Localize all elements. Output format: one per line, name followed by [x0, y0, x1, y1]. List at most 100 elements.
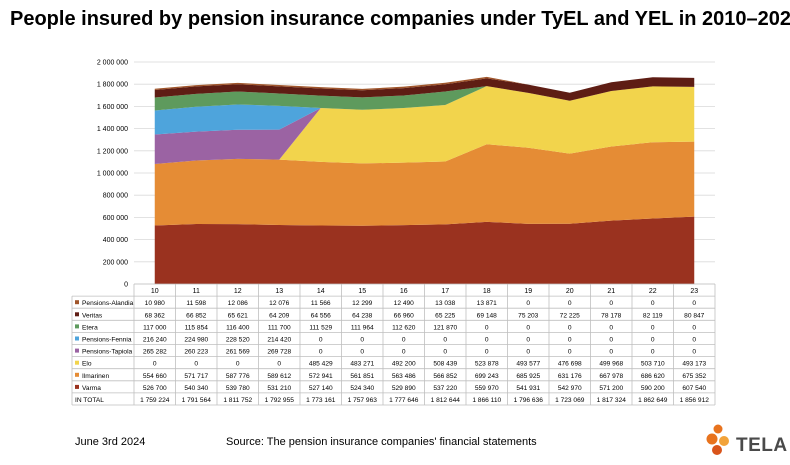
- data-label: 214 420: [267, 337, 291, 344]
- data-label: 66 852: [186, 312, 207, 319]
- tela-logo: TELA: [706, 422, 787, 458]
- y-tick-label: 1 200 000: [97, 148, 128, 155]
- data-label: 0: [277, 361, 281, 368]
- data-label: 492 200: [392, 361, 416, 368]
- data-label: 64 556: [311, 312, 332, 319]
- data-label: 111 700: [268, 324, 291, 331]
- data-label: 0: [153, 361, 157, 368]
- y-tick-label: 1 400 000: [97, 126, 128, 133]
- data-label: 561 851: [350, 373, 374, 380]
- data-label: 0: [319, 349, 323, 356]
- x-tick-label: 11: [193, 288, 200, 295]
- data-label: 0: [402, 337, 406, 344]
- data-label: 64 238: [352, 312, 373, 319]
- data-label: 0: [609, 349, 613, 356]
- data-label: 224 980: [184, 337, 208, 344]
- data-label: 590 200: [641, 385, 665, 392]
- data-label: 542 970: [558, 385, 582, 392]
- data-label: 0: [651, 337, 655, 344]
- data-label: 260 223: [184, 349, 208, 356]
- data-label: 566 852: [433, 373, 457, 380]
- x-tick-label: 10: [151, 288, 159, 295]
- data-label: 0: [402, 349, 406, 356]
- total-value: 1 773 161: [306, 397, 336, 404]
- y-tick-label: 1 600 000: [97, 104, 128, 111]
- data-label: 523 878: [475, 361, 499, 368]
- chart-title: People insured by pension insurance comp…: [10, 8, 790, 30]
- data-label: 0: [485, 337, 489, 344]
- data-label: 269 728: [267, 349, 291, 356]
- total-value: 1 866 110: [472, 397, 501, 404]
- data-label: 11 566: [311, 300, 331, 307]
- data-label: 0: [568, 324, 572, 331]
- data-label: 667 978: [599, 373, 623, 380]
- y-tick-label: 1 800 000: [97, 82, 128, 89]
- area-ilmarinen: [154, 141, 695, 226]
- x-tick-label: 16: [400, 288, 408, 295]
- data-label: 531 210: [267, 385, 291, 392]
- data-label: 261 569: [226, 349, 250, 356]
- data-label: 0: [692, 324, 696, 331]
- total-value: 1 817 324: [597, 397, 627, 404]
- area-pensions-fennia: [154, 86, 695, 135]
- data-label: 0: [692, 337, 696, 344]
- legend-label: Elo: [82, 361, 92, 368]
- data-label: 0: [568, 337, 572, 344]
- data-label: 0: [485, 349, 489, 356]
- y-tick-label: 800 000: [103, 193, 128, 200]
- data-label: 589 612: [267, 373, 291, 380]
- legend-label: Pensions-Fennia: [82, 337, 132, 344]
- x-tick-label: 19: [524, 288, 532, 295]
- data-label: 524 340: [350, 385, 374, 392]
- data-label: 0: [526, 349, 530, 356]
- area-varma: [154, 216, 695, 284]
- legend-swatch: [75, 348, 79, 353]
- data-label: 12 076: [269, 300, 290, 307]
- data-label: 111 964: [351, 324, 374, 331]
- legend-swatch: [75, 336, 79, 341]
- data-label: 111 529: [309, 324, 332, 331]
- data-label: 0: [360, 337, 364, 344]
- y-tick-label: 600 000: [103, 215, 128, 222]
- total-value: 1 812 644: [431, 397, 461, 404]
- data-label: 0: [443, 337, 447, 344]
- data-label: 0: [692, 349, 696, 356]
- y-tick-label: 0: [124, 282, 128, 289]
- x-tick-label: 20: [566, 288, 574, 295]
- data-label: 686 620: [641, 373, 665, 380]
- data-label: 571 200: [599, 385, 623, 392]
- data-label: 117 000: [143, 324, 167, 331]
- x-tick-label: 14: [317, 288, 325, 295]
- area-veritas: [154, 77, 695, 101]
- data-label: 0: [443, 349, 447, 356]
- footer-date: June 3rd 2024: [75, 436, 146, 448]
- footer-source: Source: The pension insurance companies'…: [226, 436, 537, 448]
- data-label: 216 240: [143, 337, 167, 344]
- total-value: 1 811 752: [223, 397, 252, 404]
- data-label: 0: [651, 300, 655, 307]
- data-label: 0: [526, 337, 530, 344]
- total-value: 1 759 224: [140, 397, 170, 404]
- y-tick-label: 2 000 000: [97, 60, 128, 67]
- data-label: 493 577: [516, 361, 540, 368]
- x-tick-label: 23: [690, 288, 698, 295]
- legend-label: Ilmarinen: [82, 373, 109, 380]
- data-label: 12 299: [352, 300, 373, 307]
- data-label: 559 970: [475, 385, 499, 392]
- data-label: 541 931: [516, 385, 540, 392]
- data-label: 675 352: [682, 373, 706, 380]
- data-label: 121 870: [433, 324, 457, 331]
- data-label: 554 660: [143, 373, 167, 380]
- data-label: 0: [236, 361, 240, 368]
- data-label: 82 119: [643, 312, 663, 319]
- data-label: 0: [485, 324, 489, 331]
- total-value: 1 862 649: [638, 397, 668, 404]
- area-pensions-alandia: [154, 76, 695, 93]
- legend-label: Varma: [82, 385, 101, 392]
- data-label: 11 598: [186, 300, 206, 307]
- legend-label: Etera: [82, 324, 98, 331]
- area-pensions-tapiola: [154, 86, 695, 164]
- total-value: 1 777 646: [389, 397, 419, 404]
- data-label: 685 925: [516, 373, 540, 380]
- data-label: 0: [651, 349, 655, 356]
